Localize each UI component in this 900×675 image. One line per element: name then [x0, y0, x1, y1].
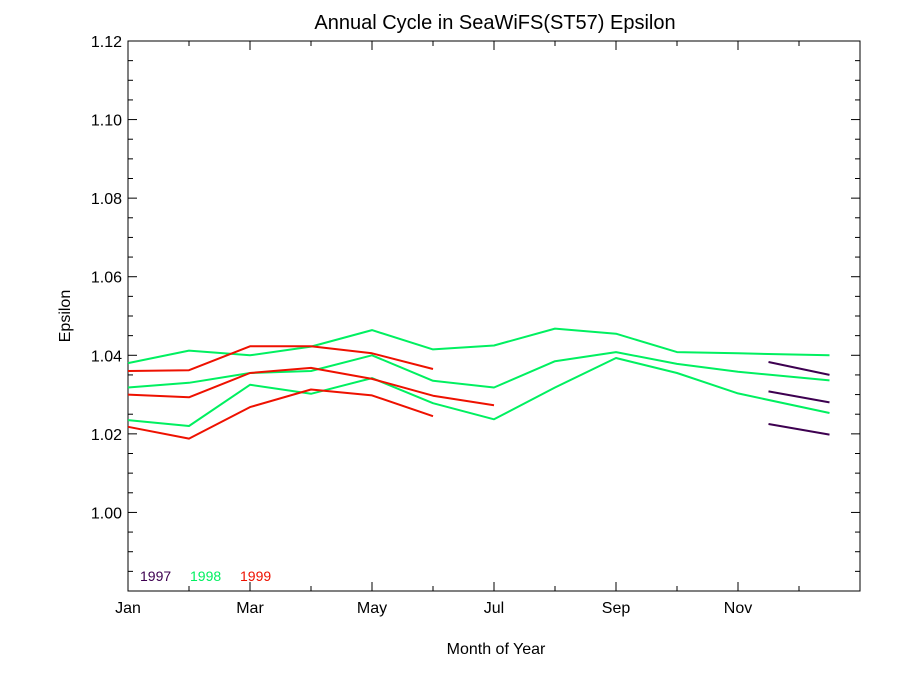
legend-item-1999: 1999 [240, 568, 271, 584]
series-1998-line [127, 357, 830, 427]
series-1999-line [127, 388, 434, 440]
y-tick-label: 1.02 [91, 427, 122, 444]
axis-ticks: Jan Mar May Jul Sep Nov 1.00 1.02 1.04 1.06 1.08 1.… [91, 34, 861, 617]
legend: 1997 1998 1999 [140, 568, 271, 584]
x-tick-label: Jul [484, 600, 504, 617]
y-tick-label: 1.06 [91, 270, 122, 287]
series-lines [127, 327, 830, 440]
x-tick-label: Nov [724, 600, 752, 617]
y-tick-label: 1.12 [91, 34, 122, 51]
series-1999-line [127, 345, 434, 372]
y-tick-label: 1.08 [91, 191, 122, 208]
series-1997-line [768, 390, 830, 404]
y-tick-label: 1.10 [91, 113, 122, 130]
x-tick-label: Mar [236, 600, 264, 617]
y-tick-label: 1.04 [91, 348, 122, 365]
x-tick-label: May [357, 600, 387, 617]
plot-frame [127, 40, 861, 592]
x-tick-label: Jan [115, 600, 141, 617]
x-axis-label: Month of Year [447, 641, 546, 658]
series-1998-line [127, 327, 830, 365]
legend-item-1997: 1997 [140, 568, 171, 584]
y-axis-label: Epsilon [57, 290, 74, 342]
series-1998-line [127, 351, 830, 389]
series-1997-line [768, 423, 830, 436]
series-1999-line [127, 366, 495, 407]
y-tick-label: 1.00 [91, 505, 122, 522]
chart-title: Annual Cycle in SeaWiFS(ST57) Epsilon [314, 12, 675, 34]
series-1997-line [768, 361, 830, 376]
legend-item-1998: 1998 [190, 568, 221, 584]
x-tick-label: Sep [602, 600, 631, 617]
